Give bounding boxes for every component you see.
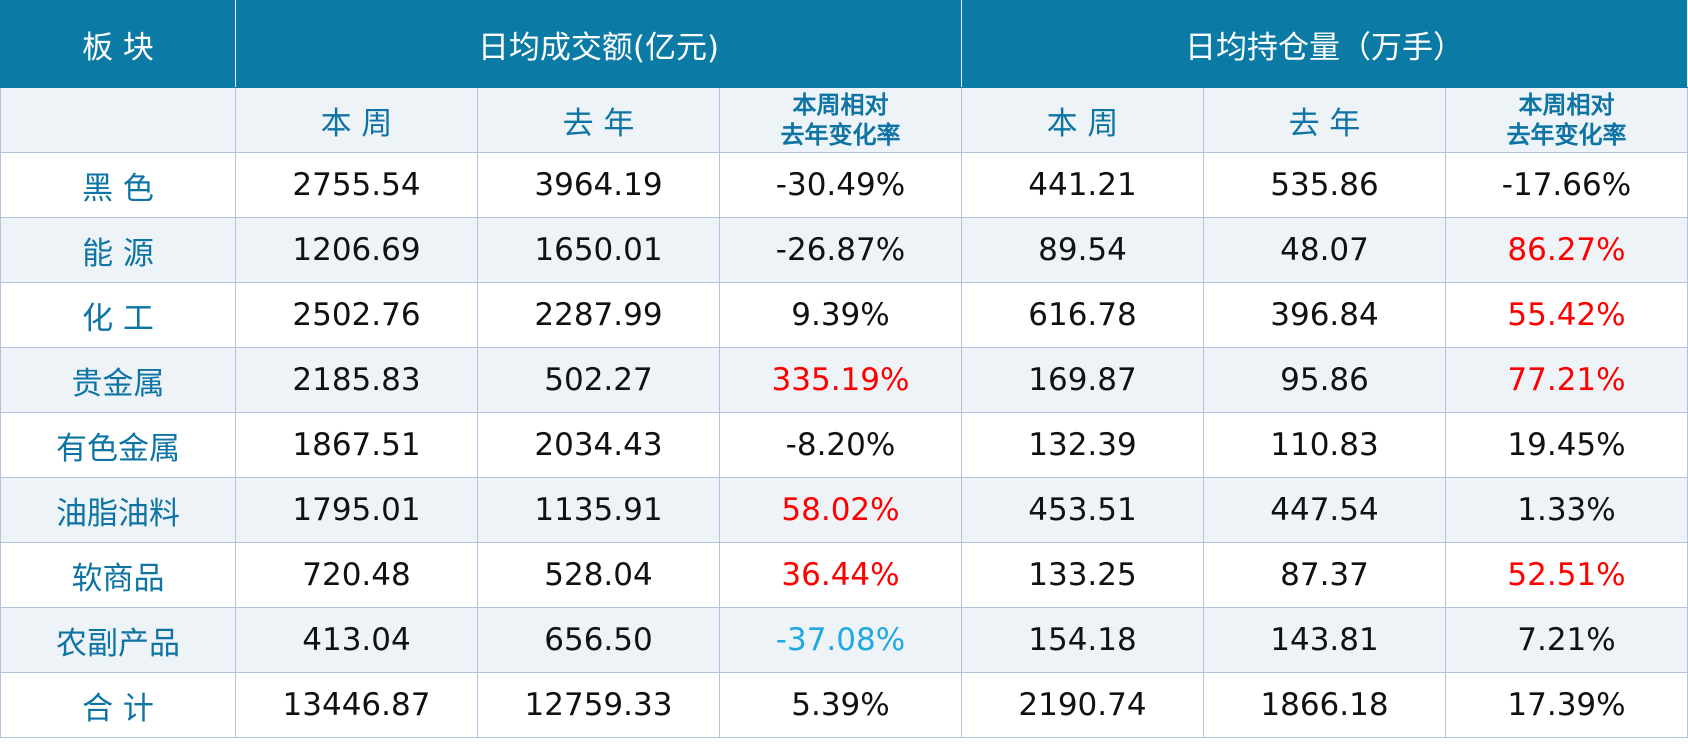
data-row: 油脂油料 1795.01 1135.91 58.02% 453.51 447.54 1.33… [0,477,1688,543]
value-cell: -17.66% [1445,152,1688,218]
subheader-cell: 去 年 [1203,87,1446,153]
value-cell: 616.78 [961,282,1204,348]
value-cell: 502.27 [477,347,720,413]
value-cell: 133.25 [961,542,1204,608]
value-cell: 132.39 [961,412,1204,478]
value-cell: 5.39% [719,672,962,738]
row-label: 黑 色 [0,152,236,218]
value-cell: 2034.43 [477,412,720,478]
value-cell: 55.42% [1445,282,1688,348]
value-cell: 1135.91 [477,477,720,543]
value-cell: 17.39% [1445,672,1688,738]
data-row: 黑 色 2755.54 3964.19 -30.49% 441.21 535.86 -17.… [0,152,1688,218]
value-cell: 169.87 [961,347,1204,413]
value-cell: -37.08% [719,607,962,673]
data-row: 能 源 1206.69 1650.01 -26.87% 89.54 48.07 86.27% [0,217,1688,283]
value-cell: 453.51 [961,477,1204,543]
value-cell: 7.21% [1445,607,1688,673]
subheader-cell: 本周相对 去年变化率 [1445,87,1688,153]
value-cell: -26.87% [719,217,962,283]
value-cell: 396.84 [1203,282,1446,348]
value-cell: 36.44% [719,542,962,608]
value-cell: 1795.01 [235,477,478,543]
value-cell: -8.20% [719,412,962,478]
header-line: 本周相对 [1518,91,1615,119]
value-cell: 413.04 [235,607,478,673]
subheader-row: 本 周去 年本周相对 去年变化率本 周去 年本周相对 去年变化率 [0,87,1688,153]
value-cell: 441.21 [961,152,1204,218]
value-cell: 1206.69 [235,217,478,283]
row-label: 合 计 [0,672,236,738]
value-cell: 447.54 [1203,477,1446,543]
row-label: 化 工 [0,282,236,348]
value-cell: 2755.54 [235,152,478,218]
value-cell: 1866.18 [1203,672,1446,738]
row-label: 有色金属 [0,412,236,478]
group-header: 日均持仓量（万手） [961,0,1688,88]
value-cell: 2502.76 [235,282,478,348]
corner-header: 板 块 [0,0,236,88]
value-cell: 95.86 [1203,347,1446,413]
data-row: 合 计 13446.87 12759.33 5.39% 2190.74 1866.18 17… [0,672,1688,738]
value-cell: 87.37 [1203,542,1446,608]
empty-cell [0,87,236,153]
value-cell: 13446.87 [235,672,478,738]
value-cell: 86.27% [1445,217,1688,283]
value-cell: 1650.01 [477,217,720,283]
header-line: 去年变化率 [1506,121,1627,149]
value-cell: 720.48 [235,542,478,608]
value-cell: -30.49% [719,152,962,218]
value-cell: 9.39% [719,282,962,348]
subheader-cell: 去 年 [477,87,720,153]
value-cell: 154.18 [961,607,1204,673]
row-label: 油脂油料 [0,477,236,543]
value-cell: 1.33% [1445,477,1688,543]
value-cell: 58.02% [719,477,962,543]
row-label: 贵金属 [0,347,236,413]
value-cell: 2190.74 [961,672,1204,738]
group-header: 日均成交额(亿元) [235,0,962,88]
value-cell: 3964.19 [477,152,720,218]
value-cell: 19.45% [1445,412,1688,478]
value-cell: 110.83 [1203,412,1446,478]
subheader-cell: 本周相对 去年变化率 [719,87,962,153]
value-cell: 528.04 [477,542,720,608]
value-cell: 535.86 [1203,152,1446,218]
value-cell: 2185.83 [235,347,478,413]
data-row: 贵金属 2185.83 502.27 335.19% 169.87 95.86 77.21% [0,347,1688,413]
value-cell: 77.21% [1445,347,1688,413]
value-cell: 2287.99 [477,282,720,348]
value-cell: 48.07 [1203,217,1446,283]
row-label: 软商品 [0,542,236,608]
value-cell: 89.54 [961,217,1204,283]
data-row: 化 工 2502.76 2287.99 9.39% 616.78 396.84 55.42% [0,282,1688,348]
data-row: 软商品 720.48 528.04 36.44% 133.25 87.37 52.51% [0,542,1688,608]
header-line: 本周相对 [792,91,889,119]
header-line: 去年变化率 [780,121,901,149]
value-cell: 12759.33 [477,672,720,738]
subheader-cell: 本 周 [235,87,478,153]
header-row: 板 块日均成交额(亿元) 日均持仓量（万手） [0,0,1688,88]
row-label: 能 源 [0,217,236,283]
value-cell: 143.81 [1203,607,1446,673]
value-cell: 335.19% [719,347,962,413]
value-cell: 52.51% [1445,542,1688,608]
subheader-cell: 本 周 [961,87,1204,153]
data-row: 农副产品 413.04 656.50 -37.08% 154.18 143.81 7.21% [0,607,1688,673]
value-cell: 656.50 [477,607,720,673]
row-label: 农副产品 [0,607,236,673]
data-row: 有色金属 1867.51 2034.43 -8.20% 132.39 110.83 19.4… [0,412,1688,478]
value-cell: 1867.51 [235,412,478,478]
